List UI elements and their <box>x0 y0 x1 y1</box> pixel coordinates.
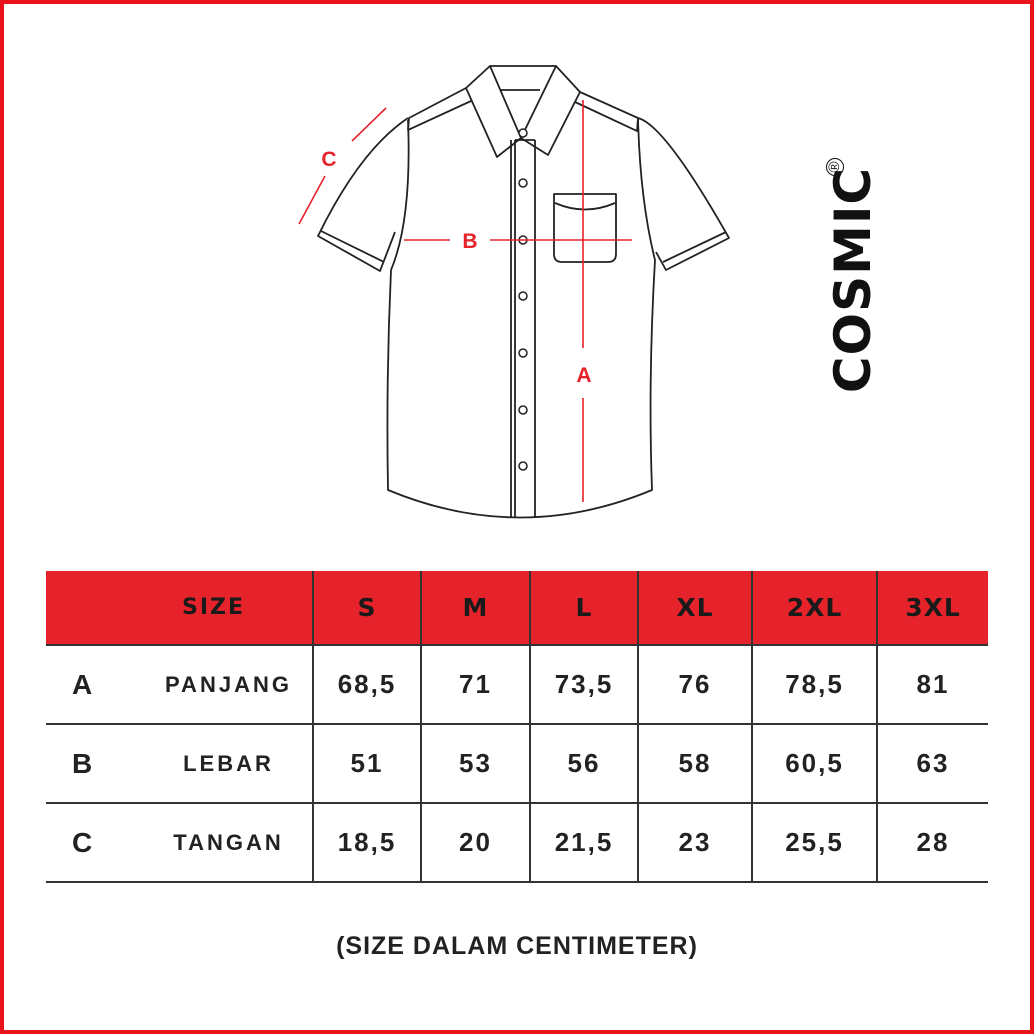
row-letter: B <box>72 747 93 779</box>
cell: 21,5 <box>529 803 638 883</box>
shirt-body <box>386 117 656 519</box>
left-cuff <box>320 230 385 263</box>
button-icon <box>518 461 528 471</box>
row-letter: C <box>72 826 93 858</box>
cell: 78,5 <box>751 645 877 725</box>
row-name: TANGAN <box>173 829 284 855</box>
header-3xl: 3XL <box>876 571 988 646</box>
button-icon <box>518 348 528 358</box>
right-yoke <box>574 91 639 132</box>
button-icon <box>518 178 528 188</box>
header-size: SIZE <box>46 571 313 646</box>
table-row: A PANJANG 68,5 71 73,5 76 78,5 81 <box>46 645 988 725</box>
row-label: B LEBAR <box>46 724 313 804</box>
size-table: SIZE S M L XL 2XL 3XL A PANJANG 68,5 71 7… <box>46 571 988 883</box>
cell: 25,5 <box>751 803 877 883</box>
label-c: C <box>321 148 336 171</box>
cell: 76 <box>637 645 752 725</box>
cell: 60,5 <box>751 724 877 804</box>
cell: 20 <box>420 803 530 883</box>
cell: 58 <box>637 724 752 804</box>
header-2xl: 2XL <box>751 571 877 646</box>
cell: 71 <box>420 645 530 725</box>
button-icon <box>518 291 528 301</box>
cell: 68,5 <box>312 645 421 725</box>
button-icon <box>518 128 528 138</box>
header-m: M <box>420 571 530 646</box>
unit-note: (SIZE DALAM CENTIMETER) <box>336 932 698 960</box>
row-label: C TANGAN <box>46 803 313 883</box>
table-row: B LEBAR 51 53 56 58 60,5 63 <box>46 724 988 804</box>
header-l: L <box>529 571 638 646</box>
cell: 23 <box>637 803 752 883</box>
row-name: LEBAR <box>183 750 274 776</box>
row-name: PANJANG <box>165 671 292 697</box>
header-xl: XL <box>637 571 752 646</box>
placket <box>510 139 536 518</box>
row-letter: A <box>72 668 93 700</box>
left-sleeve <box>317 117 409 272</box>
button-icon <box>518 405 528 415</box>
row-label: A PANJANG <box>46 645 313 725</box>
left-collar <box>465 65 522 158</box>
table-header: SIZE S M L XL 2XL 3XL <box>46 571 988 646</box>
cell: 56 <box>529 724 638 804</box>
registered-mark: ® <box>826 158 844 176</box>
pocket <box>553 193 617 263</box>
cell: 81 <box>876 645 988 725</box>
left-yoke <box>407 87 472 131</box>
right-collar <box>520 65 581 156</box>
cell: 18,5 <box>312 803 421 883</box>
right-sleeve <box>637 117 730 271</box>
measure-line-c <box>298 107 387 225</box>
table-row: C TANGAN 18,5 20 21,5 23 25,5 28 <box>46 803 988 883</box>
label-a: A <box>576 364 591 387</box>
cell: 28 <box>876 803 988 883</box>
header-s: S <box>312 571 421 646</box>
buttons <box>518 128 528 471</box>
collar-band <box>490 65 556 91</box>
right-cuff <box>662 231 727 263</box>
brand-logo: COSMIC <box>824 166 882 394</box>
cell: 73,5 <box>529 645 638 725</box>
cell: 51 <box>312 724 421 804</box>
cell: 53 <box>420 724 530 804</box>
cell: 63 <box>876 724 988 804</box>
label-b: B <box>462 230 477 253</box>
